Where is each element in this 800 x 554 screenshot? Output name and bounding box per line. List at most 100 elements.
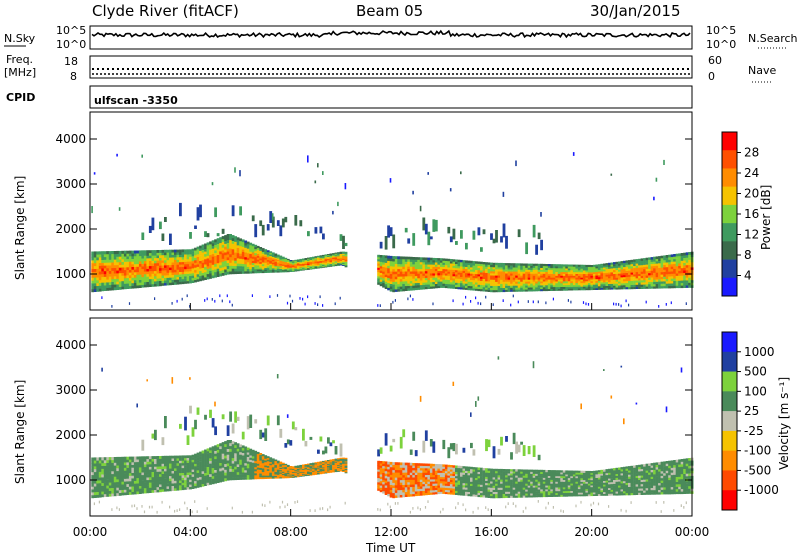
scatter-cell [394, 258, 398, 262]
scatter-cell [603, 269, 606, 272]
scatter-cell [106, 256, 110, 260]
scatter-cell [169, 468, 172, 472]
scatter-cell [284, 469, 288, 472]
scatter-cell [209, 262, 212, 266]
scatter-cell [630, 268, 634, 271]
scatter-cell [645, 259, 649, 263]
scatter-cell [610, 173, 613, 176]
scatter-cell [186, 263, 190, 267]
scatter-cell [136, 282, 140, 286]
scatter-cell [332, 254, 335, 257]
scatter-cell [342, 258, 345, 260]
scatter-cell [663, 260, 667, 263]
scatter-cell [284, 475, 288, 478]
scatter-cell [251, 456, 255, 459]
scatter-cell [495, 289, 498, 293]
scatter-cell [342, 470, 345, 472]
scatter-cell [166, 280, 170, 283]
scatter-cell [166, 275, 170, 278]
scatter-cell [176, 274, 180, 278]
scatter-cell [562, 266, 566, 269]
scatter-cell [234, 236, 238, 240]
scatter-cell [449, 267, 453, 270]
scatter-cell [108, 457, 112, 461]
scatter-cell [384, 236, 388, 250]
scatter-cell [174, 269, 177, 273]
scatter-cell [572, 286, 576, 289]
scatter-cell [470, 300, 472, 303]
scatter-cell [284, 505, 286, 509]
scatter-cell [342, 469, 345, 471]
scatter-cell [246, 268, 250, 272]
scatter-cell [572, 270, 576, 273]
scatter-cell [545, 285, 549, 288]
scatter-cell [246, 465, 250, 469]
scatter-cell [98, 460, 102, 464]
scatter-cell [653, 261, 656, 264]
scatter-cell [645, 279, 649, 283]
scatter-cell [653, 279, 656, 282]
scatter-cell [389, 281, 393, 284]
scatter-cell [199, 260, 202, 264]
scatter-cell [259, 464, 263, 467]
scatter-cell [93, 172, 96, 175]
scatter-cell [342, 457, 345, 459]
scatter-cell [271, 268, 275, 270]
scatter-cell [169, 274, 172, 278]
scatter-cell [123, 267, 127, 271]
scatter-cell [201, 473, 205, 477]
scatter-cell [221, 442, 225, 446]
scatter-cell [525, 283, 529, 286]
scatter-cell [91, 283, 95, 287]
scatter-cell [324, 254, 328, 256]
scatter-cell [234, 268, 238, 272]
scatter-cell [585, 275, 589, 278]
scatter-cell [344, 468, 348, 471]
scatter-cell [384, 283, 388, 287]
scatter-cell [133, 467, 137, 471]
scatter-cell [154, 458, 157, 462]
scatter-cell [592, 268, 596, 271]
scatter-cell [382, 257, 386, 261]
scatter-cell [214, 274, 218, 278]
scatter-cell [246, 248, 250, 251]
cpid-value: ulfscan -3350 [94, 94, 178, 107]
scatter-cell [510, 285, 513, 288]
scatter-cell [404, 281, 408, 284]
scatter-cell [171, 254, 175, 258]
scatter-cell [244, 257, 248, 260]
scatter-cell [91, 480, 95, 484]
scatter-cell [497, 289, 501, 293]
scatter-cell [517, 271, 521, 274]
scatter-cell [678, 263, 682, 266]
scatter-cell [618, 277, 621, 280]
scatter-cell [628, 276, 631, 279]
scatter-cell [675, 268, 679, 271]
scatter-cell [186, 271, 190, 274]
scatter-cell [322, 450, 325, 455]
scatter-cell [339, 460, 343, 462]
scatter-cell [254, 454, 258, 458]
scatter-cell [241, 261, 245, 264]
scatter-cell [650, 283, 654, 287]
scatter-cell [417, 287, 421, 290]
scatter-cell [495, 281, 498, 284]
scatter-cell [236, 461, 240, 465]
scatter-cell [111, 267, 115, 271]
scatter-cell [191, 483, 195, 487]
scatter-cell [600, 269, 604, 272]
scatter-cell [344, 471, 348, 474]
scatter-cell [143, 266, 147, 269]
scatter-cell [577, 284, 581, 287]
scatter-cell [660, 255, 664, 259]
scatter-cell [404, 268, 408, 272]
scatter-cell [447, 258, 451, 262]
scatter-cell [475, 282, 478, 285]
scatter-cell [141, 154, 143, 158]
scatter-cell [404, 278, 408, 282]
scatter-cell [169, 463, 172, 467]
scatter-cell [219, 448, 223, 452]
scatter-cell [633, 274, 636, 277]
scatter-cell [555, 269, 559, 272]
scatter-cell [199, 270, 202, 274]
